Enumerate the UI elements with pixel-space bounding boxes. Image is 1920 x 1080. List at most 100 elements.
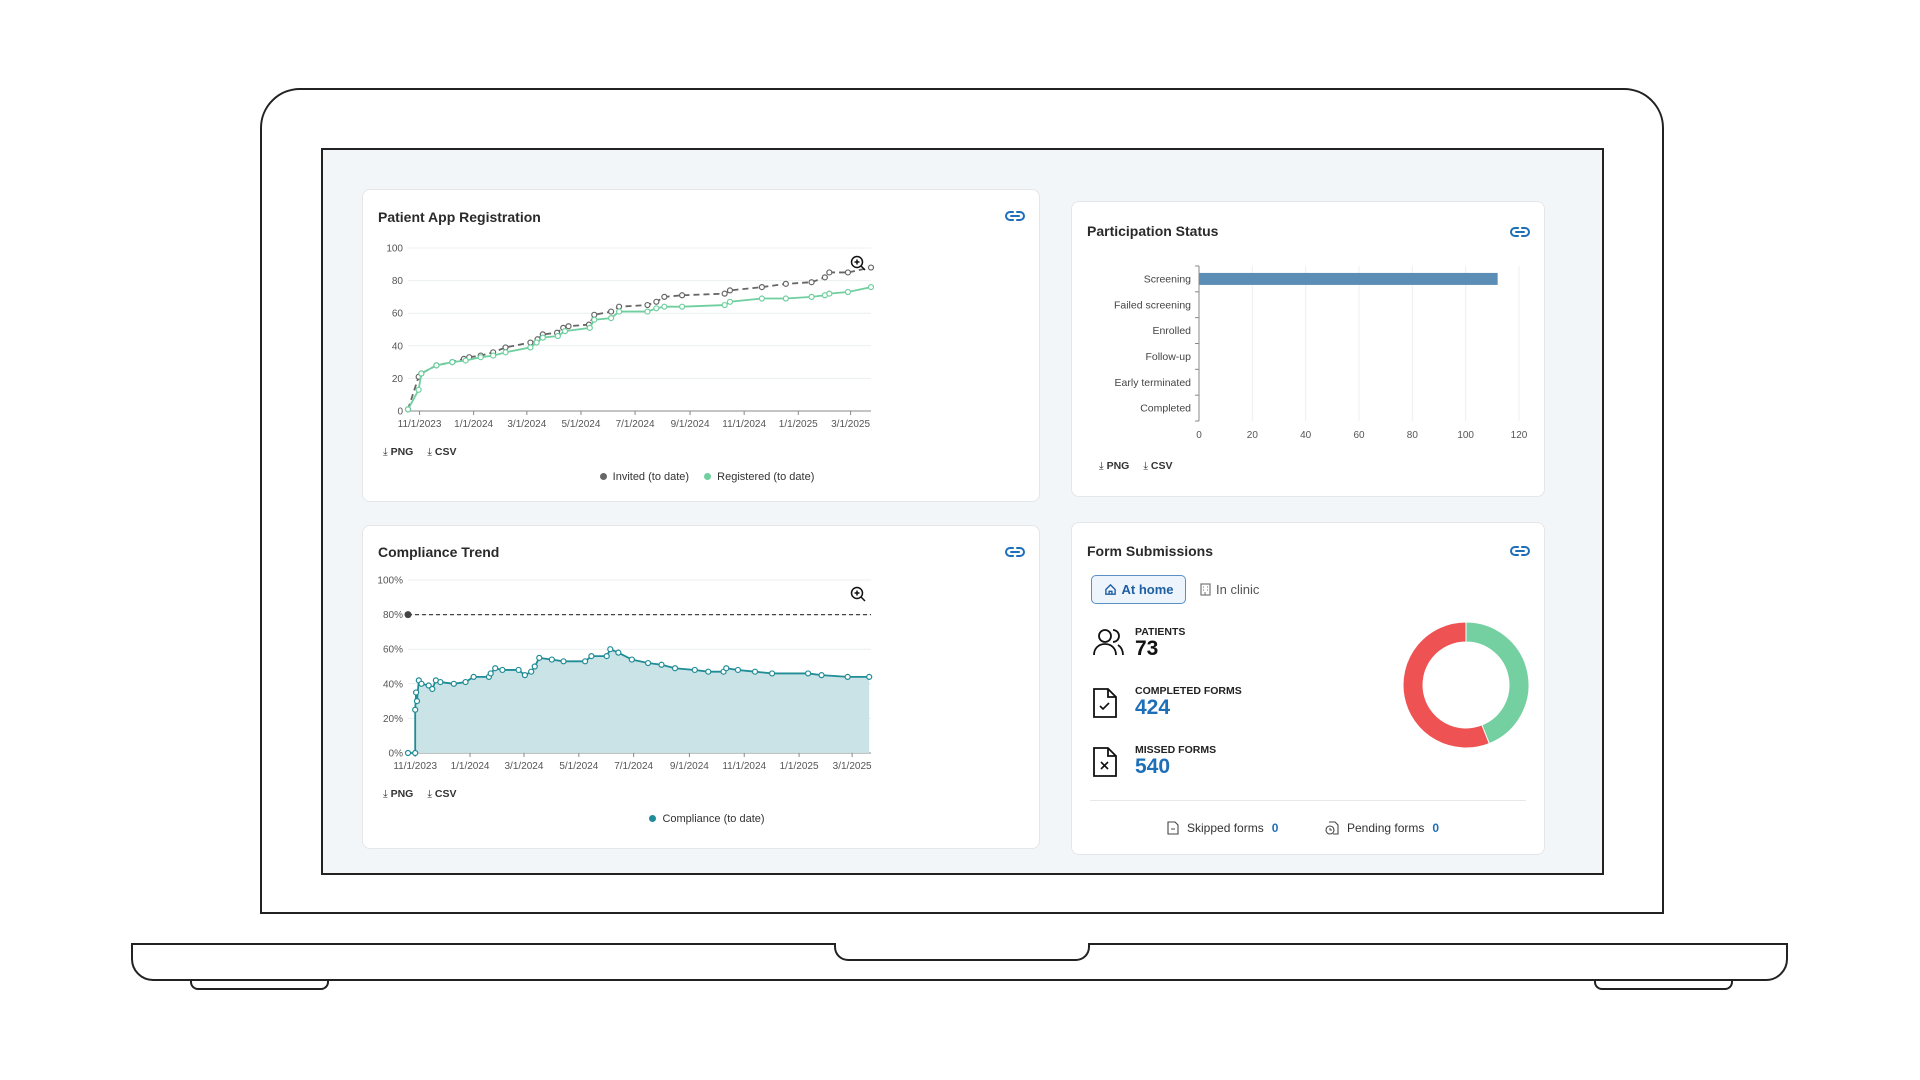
x-tick-label: 40 <box>1300 430 1312 441</box>
data-point <box>726 298 734 305</box>
chart-legend: Compliance (to date) <box>363 813 1039 825</box>
data-point <box>418 370 425 377</box>
data-point <box>591 316 598 323</box>
donut-slice-missed[interactable] <box>1402 621 1490 749</box>
data-point <box>591 311 598 318</box>
data-point <box>678 292 686 299</box>
data-point <box>608 314 615 322</box>
y-tick-label: 0% <box>389 749 404 760</box>
x-tick-label: 1/1/2024 <box>451 761 490 772</box>
card-title: Compliance Trend <box>378 544 500 560</box>
data-point <box>661 293 668 301</box>
legend-item-compliance[interactable]: Compliance (to date) <box>637 813 765 825</box>
data-point <box>477 354 484 361</box>
data-point <box>615 649 622 656</box>
zoom-in-icon[interactable] <box>850 255 866 271</box>
data-point <box>844 673 851 680</box>
data-point <box>808 279 815 286</box>
x-tick-label: 11/1/2023 <box>398 419 442 430</box>
registration-chart: 0 20 40 60 80 100 11/1/2023 1/1/2024 3/1/2024 5/1… <box>386 244 875 430</box>
y-tick-label: 60 <box>392 309 404 320</box>
data-point <box>413 698 421 705</box>
data-point <box>644 301 651 309</box>
data-point <box>437 678 444 686</box>
x-tick-label: 11/1/2023 <box>393 761 437 772</box>
data-point <box>769 670 776 677</box>
y-tick-label: 60% <box>383 645 403 656</box>
y-category-label: Screening <box>1144 273 1191 285</box>
data-point <box>644 659 652 667</box>
download-png-button[interactable]: ⤓ PNG <box>383 446 414 458</box>
home-icon <box>1104 583 1116 595</box>
data-point <box>658 661 665 668</box>
link-icon[interactable] <box>1510 226 1530 238</box>
completed-label: COMPLETED FORMS <box>1135 685 1242 697</box>
data-point <box>844 269 852 276</box>
y-tick-label: 40 <box>392 341 404 352</box>
data-point <box>615 308 623 315</box>
completed-value[interactable]: 424 <box>1135 696 1171 719</box>
participation-chart: 0 20 40 60 80 100 120 Screening Failed screening… <box>1114 265 1528 441</box>
x-tick-label: 9/1/2024 <box>671 419 710 430</box>
tab-at-home[interactable]: At home <box>1091 575 1186 604</box>
data-point <box>415 386 422 393</box>
pending-forms: Pending forms 0 <box>1325 821 1439 835</box>
download-csv-button[interactable]: ⤓ CSV <box>1143 460 1173 472</box>
link-icon[interactable] <box>1510 545 1530 557</box>
data-point <box>548 656 555 663</box>
data-point <box>705 668 712 675</box>
tab-in-clinic[interactable]: In clinic <box>1200 575 1259 604</box>
x-tick-label: 11/1/2024 <box>722 419 766 430</box>
data-point <box>487 670 494 677</box>
download-csv-button[interactable]: ⤓ CSV <box>427 788 457 800</box>
download-png-button[interactable]: ⤓ PNG <box>383 788 414 800</box>
data-point <box>527 344 534 351</box>
bar-screening[interactable] <box>1199 272 1498 285</box>
y-tick-label: 40% <box>383 679 403 690</box>
y-category-label: Failed screening <box>1114 299 1191 311</box>
data-point <box>449 359 456 366</box>
data-point <box>844 288 852 296</box>
donut-slice-completed[interactable] <box>1465 621 1530 745</box>
data-point <box>515 666 522 674</box>
x-tick-label: 3/1/2024 <box>507 419 546 430</box>
data-point <box>734 666 742 674</box>
laptop-foot <box>190 980 329 990</box>
link-icon[interactable] <box>1005 546 1025 558</box>
forms-donut-chart <box>1402 621 1530 749</box>
x-tick-label: 7/1/2024 <box>614 761 653 772</box>
data-point <box>607 646 614 653</box>
data-point <box>412 689 420 696</box>
compliance-card: Compliance Trend 0% 20% 40% 60% 80% 100% 11/1/… <box>362 525 1040 849</box>
divider <box>1090 800 1526 801</box>
data-point <box>470 673 477 680</box>
data-point <box>653 298 660 305</box>
data-point <box>536 654 543 661</box>
data-point <box>502 349 509 356</box>
x-tick-label: 60 <box>1353 430 1365 441</box>
link-icon[interactable] <box>1005 210 1025 222</box>
data-point <box>782 295 789 302</box>
laptop-notch <box>834 943 1090 961</box>
data-point <box>561 328 569 335</box>
zoom-in-icon[interactable] <box>850 586 866 602</box>
y-tick-label: 80% <box>383 610 403 621</box>
series-line <box>407 266 872 410</box>
legend-item-registered[interactable]: Registered (to date) <box>692 471 814 483</box>
x-tick-label: 20 <box>1247 430 1259 441</box>
download-png-button[interactable]: ⤓ PNG <box>1099 460 1130 472</box>
data-point <box>758 284 766 291</box>
download-csv-button[interactable]: ⤓ CSV <box>427 446 457 458</box>
data-point <box>554 332 561 340</box>
legend-item-invited[interactable]: Invited (to date) <box>588 471 689 483</box>
data-point <box>726 287 734 294</box>
data-point <box>433 362 440 369</box>
data-point <box>782 280 789 287</box>
missed-value[interactable]: 540 <box>1135 755 1171 778</box>
data-point <box>644 308 651 315</box>
data-point <box>653 305 660 312</box>
patients-label: PATIENTS <box>1135 626 1186 638</box>
x-tick-label: 5/1/2024 <box>559 761 598 772</box>
data-point <box>521 672 528 679</box>
y-category-label: Completed <box>1140 403 1191 415</box>
